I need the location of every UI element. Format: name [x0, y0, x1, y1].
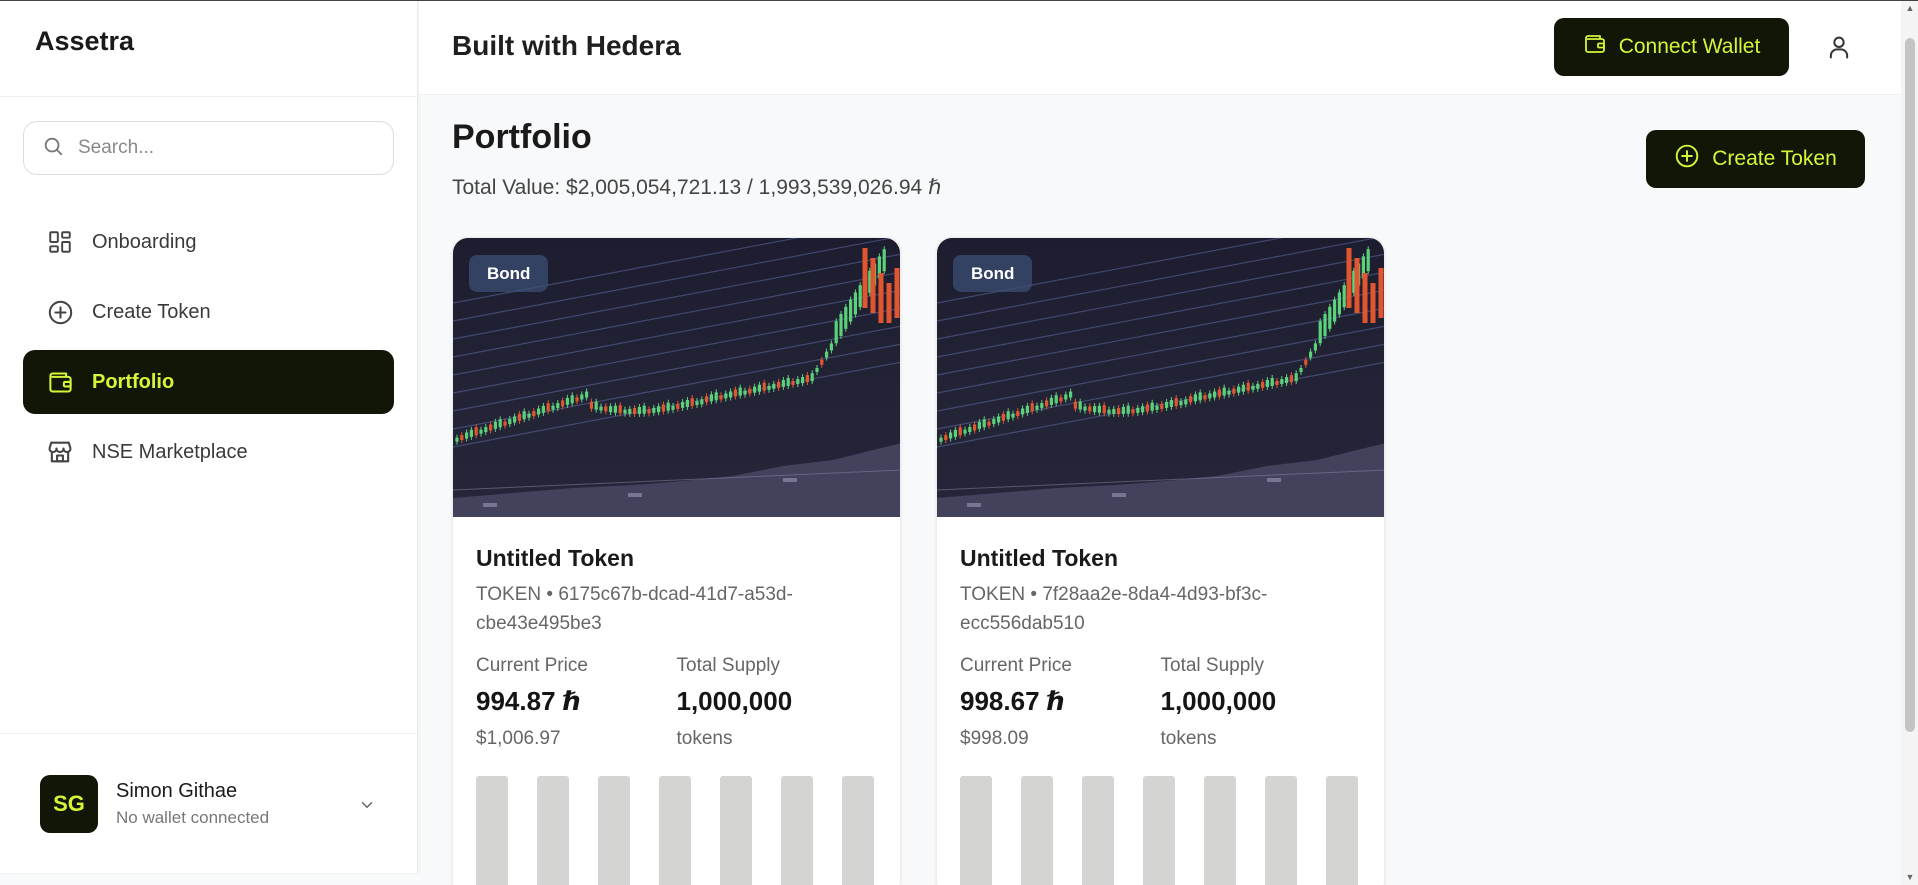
token-name: Untitled Token	[960, 545, 1119, 571]
skeleton-bar	[1265, 776, 1297, 885]
sidebar-item-label: Portfolio	[92, 370, 175, 393]
token-card[interactable]: Bond Untitled Token TOKEN • 7f28aa2e-8da…	[936, 237, 1385, 885]
total-supply-label: Total Supply	[676, 655, 781, 676]
sidebar-item-onboarding[interactable]: Onboarding	[23, 210, 394, 274]
total-supply-value: 1,000,000	[1160, 686, 1277, 716]
skeleton-bar	[659, 776, 691, 885]
skeleton-bar	[781, 776, 813, 885]
store-icon	[46, 438, 74, 466]
search-icon	[42, 135, 64, 162]
current-price-usd: $1,006.97	[476, 728, 561, 749]
candlestick-chart-image	[937, 238, 1384, 517]
sidebar-item-label: Create Token	[92, 300, 211, 323]
layout-grid-icon	[46, 228, 74, 256]
create-token-label: Create Token	[1712, 147, 1837, 170]
sidebar-item-label: NSE Marketplace	[92, 440, 248, 463]
token-id: TOKEN • 6175c67b-dcad-41d7-a53d- cbe43e4…	[476, 584, 793, 634]
user-profile-icon[interactable]	[1825, 33, 1853, 66]
create-token-button[interactable]: Create Token	[1646, 130, 1865, 188]
skeleton-bar	[842, 776, 874, 885]
skeleton-bar	[960, 776, 992, 885]
loading-skeleton	[476, 776, 877, 885]
current-price-value: 994.87 ℏ	[476, 686, 582, 716]
wallet-status: No wallet connected	[116, 807, 270, 827]
scrollbar-thumb[interactable]	[1905, 38, 1915, 732]
user-menu[interactable]: SG Simon Githae No wallet connected	[0, 733, 418, 873]
current-price-value: 998.67 ℏ	[960, 686, 1066, 716]
sidebar-item-nse-marketplace[interactable]: NSE Marketplace	[23, 420, 394, 484]
skeleton-bar	[476, 776, 508, 885]
plus-circle-icon	[46, 298, 74, 326]
skeleton-bar	[1143, 776, 1175, 885]
token-type-badge: Bond	[469, 255, 549, 292]
search-input[interactable]	[78, 137, 378, 159]
current-price-label: Current Price	[960, 655, 1072, 676]
total-supply-unit: tokens	[1160, 728, 1217, 749]
token-chart-image: Bond	[937, 238, 1384, 517]
search-box[interactable]	[23, 121, 394, 175]
skeleton-bar	[1326, 776, 1358, 885]
current-price-label: Current Price	[476, 655, 588, 676]
skeleton-bar	[1082, 776, 1114, 885]
scroll-up-arrow-icon[interactable]: ▲	[1905, 3, 1915, 13]
wallet-icon	[46, 368, 74, 396]
skeleton-bar	[720, 776, 752, 885]
total-supply-label: Total Supply	[1160, 655, 1265, 676]
loading-skeleton	[960, 776, 1361, 885]
user-name: Simon Githae	[116, 779, 238, 802]
total-supply-unit: tokens	[676, 728, 733, 749]
total-value: Total Value: $2,005,054,721.13 / 1,993,5…	[452, 176, 942, 199]
token-card[interactable]: Bond Untitled Token TOKEN • 6175c67b-dca…	[452, 237, 901, 885]
skeleton-bar	[1021, 776, 1053, 885]
scroll-down-arrow-icon[interactable]: ▼	[1905, 872, 1915, 882]
header-title: Built with Hedera	[452, 30, 681, 61]
connect-wallet-label: Connect Wallet	[1618, 35, 1761, 58]
sidebar: Assetra Onboarding Create Token Portfoli…	[0, 0, 418, 873]
scrollbar[interactable]: ▲ ▼	[1901, 0, 1918, 885]
sidebar-item-portfolio[interactable]: Portfolio	[23, 350, 394, 414]
token-chart-image: Bond	[453, 238, 900, 517]
token-type-badge: Bond	[953, 255, 1033, 292]
chevron-down-icon[interactable]	[358, 796, 376, 819]
total-supply-value: 1,000,000	[676, 686, 793, 716]
token-name: Untitled Token	[476, 545, 635, 571]
skeleton-bar	[598, 776, 630, 885]
token-id: TOKEN • 7f28aa2e-8da4-4d93-bf3c- ecc556d…	[960, 584, 1268, 634]
sidebar-item-label: Onboarding	[92, 230, 197, 253]
connect-wallet-button[interactable]: Connect Wallet	[1554, 18, 1789, 76]
avatar: SG	[40, 774, 98, 833]
wallet-icon	[1583, 32, 1607, 62]
skeleton-bar	[1204, 776, 1236, 885]
page-title: Portfolio	[452, 118, 592, 156]
current-price-usd: $998.09	[960, 728, 1029, 749]
sidebar-item-create-token[interactable]: Create Token	[23, 280, 394, 344]
sidebar-nav: Onboarding Create Token Portfolio NSE Ma…	[23, 210, 394, 490]
top-header: Built with Hedera Connect Wallet	[419, 1, 1901, 95]
skeleton-bar	[537, 776, 569, 885]
brand-logo[interactable]: Assetra	[0, 0, 417, 97]
window-top-border	[0, 0, 1918, 1]
plus-circle-icon	[1674, 143, 1700, 175]
